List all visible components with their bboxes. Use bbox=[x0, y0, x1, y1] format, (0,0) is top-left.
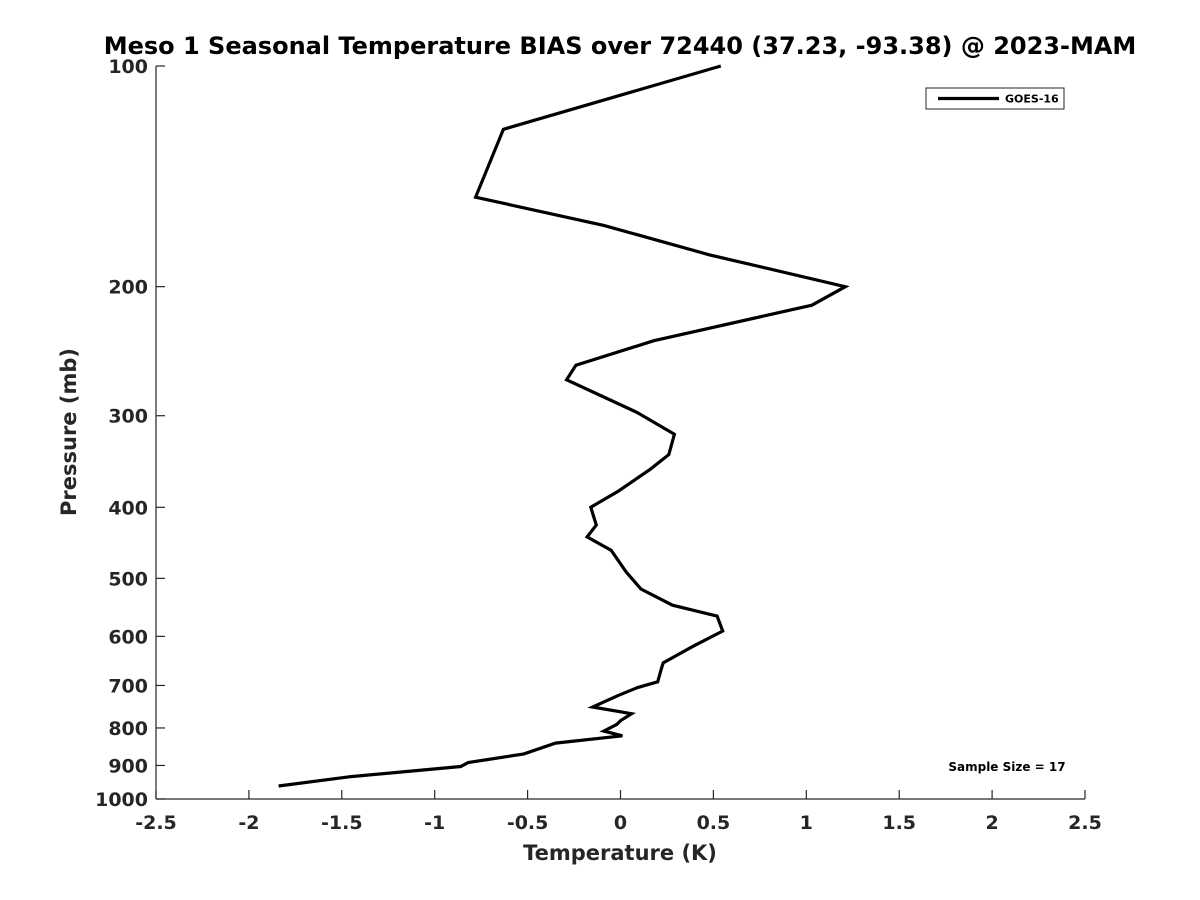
y-tick-label: 900 bbox=[108, 755, 148, 777]
y-tick-label: 100 bbox=[108, 56, 148, 78]
x-tick-label: 0.5 bbox=[697, 812, 731, 834]
legend-label-goes-16: GOES-16 bbox=[1005, 93, 1059, 106]
y-tick-label: 1000 bbox=[95, 789, 148, 811]
x-tick-label: -2.5 bbox=[135, 812, 177, 834]
series-line-goes-16 bbox=[278, 64, 850, 788]
y-tick-label: 800 bbox=[108, 718, 148, 740]
x-tick-label: 2.5 bbox=[1068, 812, 1102, 834]
y-axis-ticks: 100 200 300 400 500 600 700 800 900 1000 bbox=[95, 56, 165, 811]
x-tick-label: 1 bbox=[800, 812, 813, 834]
y-tick-label: 500 bbox=[108, 568, 148, 590]
sample-size-annotation: Sample Size = 17 bbox=[948, 760, 1065, 774]
y-tick-label: 600 bbox=[108, 626, 148, 648]
y-tick-label: 300 bbox=[108, 406, 148, 428]
x-tick-label: 2 bbox=[985, 812, 998, 834]
x-tick-label: 1.5 bbox=[882, 812, 916, 834]
x-tick-label: -0.5 bbox=[507, 812, 549, 834]
y-tick-label: 200 bbox=[108, 277, 148, 299]
x-axis-ticks: -2.5 -2 -1.5 -1 -0.5 0 0.5 1 1.5 2 2.5 bbox=[135, 790, 1102, 834]
x-axis-label: Temperature (K) bbox=[523, 841, 717, 865]
y-tick-label: 400 bbox=[108, 497, 148, 519]
y-tick-label: 700 bbox=[108, 675, 148, 697]
legend: GOES-16 bbox=[925, 87, 1065, 110]
chart-title: Meso 1 Seasonal Temperature BIAS over 72… bbox=[104, 32, 1137, 60]
x-tick-label: -1.5 bbox=[321, 812, 363, 834]
x-tick-label: -2 bbox=[238, 812, 259, 834]
x-tick-label: 0 bbox=[614, 812, 627, 834]
y-axis-label: Pressure (mb) bbox=[57, 348, 81, 516]
x-tick-label: -1 bbox=[424, 812, 445, 834]
